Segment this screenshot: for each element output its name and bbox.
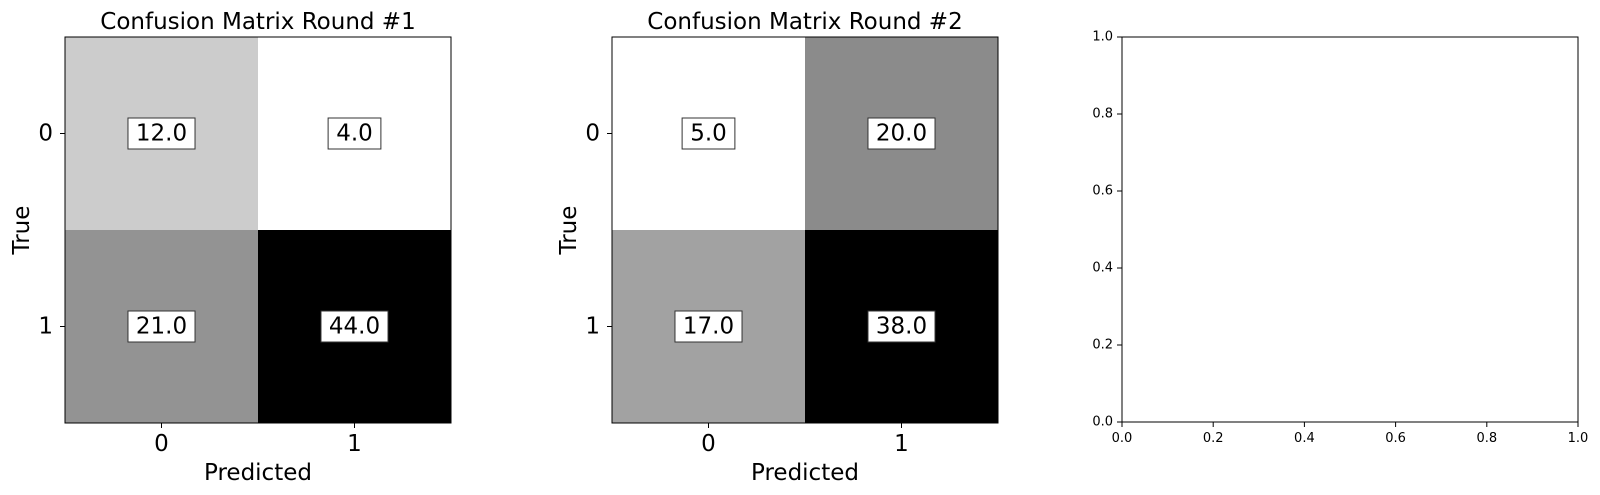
y-tick-label: 1 bbox=[585, 314, 600, 340]
plot-frame bbox=[611, 36, 999, 424]
empty-axes: 0.0 0.2 0.4 0.6 0.8 1.0 0.0 0.2 0.4 0.6 0.8 1.0 bbox=[1092, 30, 1588, 447]
cell-value-label: 38.0 bbox=[876, 314, 927, 340]
x-tick-label: 0.4 bbox=[1294, 431, 1315, 446]
confusion-matrix-round-2: Confusion Matrix Round #2 5.0 20.0 17.0 38.… bbox=[556, 9, 999, 486]
cell-value-box bbox=[127, 117, 196, 150]
cell-value-box bbox=[681, 117, 736, 150]
cell-value-label: 20.0 bbox=[876, 121, 927, 147]
y-axis-ticks: 01 bbox=[38, 121, 65, 340]
x-tick-label: 0.2 bbox=[1203, 431, 1224, 446]
cell-value-box bbox=[127, 310, 196, 343]
y-tick-label: 0.8 bbox=[1092, 107, 1113, 122]
x-axis-label: Predicted bbox=[751, 460, 859, 486]
cell-value-label: 44.0 bbox=[329, 314, 380, 340]
cell-value-box bbox=[327, 117, 382, 150]
y-tick-label: 0.6 bbox=[1092, 184, 1113, 199]
y-axis-ticks: 0.0 0.2 0.4 0.6 0.8 1.0 bbox=[1092, 30, 1122, 430]
y-tick-label: 0.4 bbox=[1092, 261, 1113, 276]
y-axis-label: True bbox=[9, 206, 35, 256]
x-tick-label: 0.8 bbox=[1476, 431, 1497, 446]
chart-title: Confusion Matrix Round #2 bbox=[647, 9, 962, 35]
cell-value-label: 5.0 bbox=[690, 121, 727, 147]
cell-value-label: 4.0 bbox=[336, 121, 373, 147]
x-axis-label: Predicted bbox=[204, 460, 312, 486]
chart-title: Confusion Matrix Round #1 bbox=[100, 9, 415, 35]
x-tick-label: 1 bbox=[894, 431, 909, 457]
plot-frame bbox=[64, 36, 452, 424]
x-tick-label: 0 bbox=[701, 431, 716, 457]
cell-value-box bbox=[867, 117, 936, 150]
heatmap-cells: 5.0 20.0 17.0 38.0 bbox=[612, 37, 998, 423]
x-tick-label: 1.0 bbox=[1568, 431, 1589, 446]
cell-value-box bbox=[867, 310, 936, 343]
cell-value-box bbox=[674, 310, 743, 343]
y-tick-label: 0.0 bbox=[1092, 415, 1113, 430]
y-tick-label: 1 bbox=[38, 314, 53, 340]
x-tick-label: 0.6 bbox=[1385, 431, 1406, 446]
y-axis-label: True bbox=[556, 206, 582, 256]
y-tick-label: 1.0 bbox=[1092, 30, 1113, 45]
x-tick-label: 0 bbox=[154, 431, 169, 457]
y-tick-label: 0.2 bbox=[1092, 338, 1113, 353]
x-tick-label: 0.0 bbox=[1112, 431, 1133, 446]
cell-value-label: 12.0 bbox=[136, 121, 187, 147]
cell-value-box bbox=[320, 310, 389, 343]
x-axis-ticks: 0.0 0.2 0.4 0.6 0.8 1.0 bbox=[1112, 422, 1589, 446]
x-tick-label: 1 bbox=[347, 431, 362, 457]
y-tick-label: 0 bbox=[38, 121, 53, 147]
cell-value-label: 21.0 bbox=[136, 314, 187, 340]
cell-value-label: 17.0 bbox=[683, 314, 734, 340]
confusion-matrix-round-1: Confusion Matrix Round #1 12.0 4.0 21.0 44.… bbox=[9, 9, 452, 486]
y-axis-ticks: 01 bbox=[585, 121, 612, 340]
y-tick-label: 0 bbox=[585, 121, 600, 147]
plot-frame bbox=[1121, 36, 1579, 423]
heatmap-cells: 12.0 4.0 21.0 44.0 bbox=[65, 37, 451, 423]
